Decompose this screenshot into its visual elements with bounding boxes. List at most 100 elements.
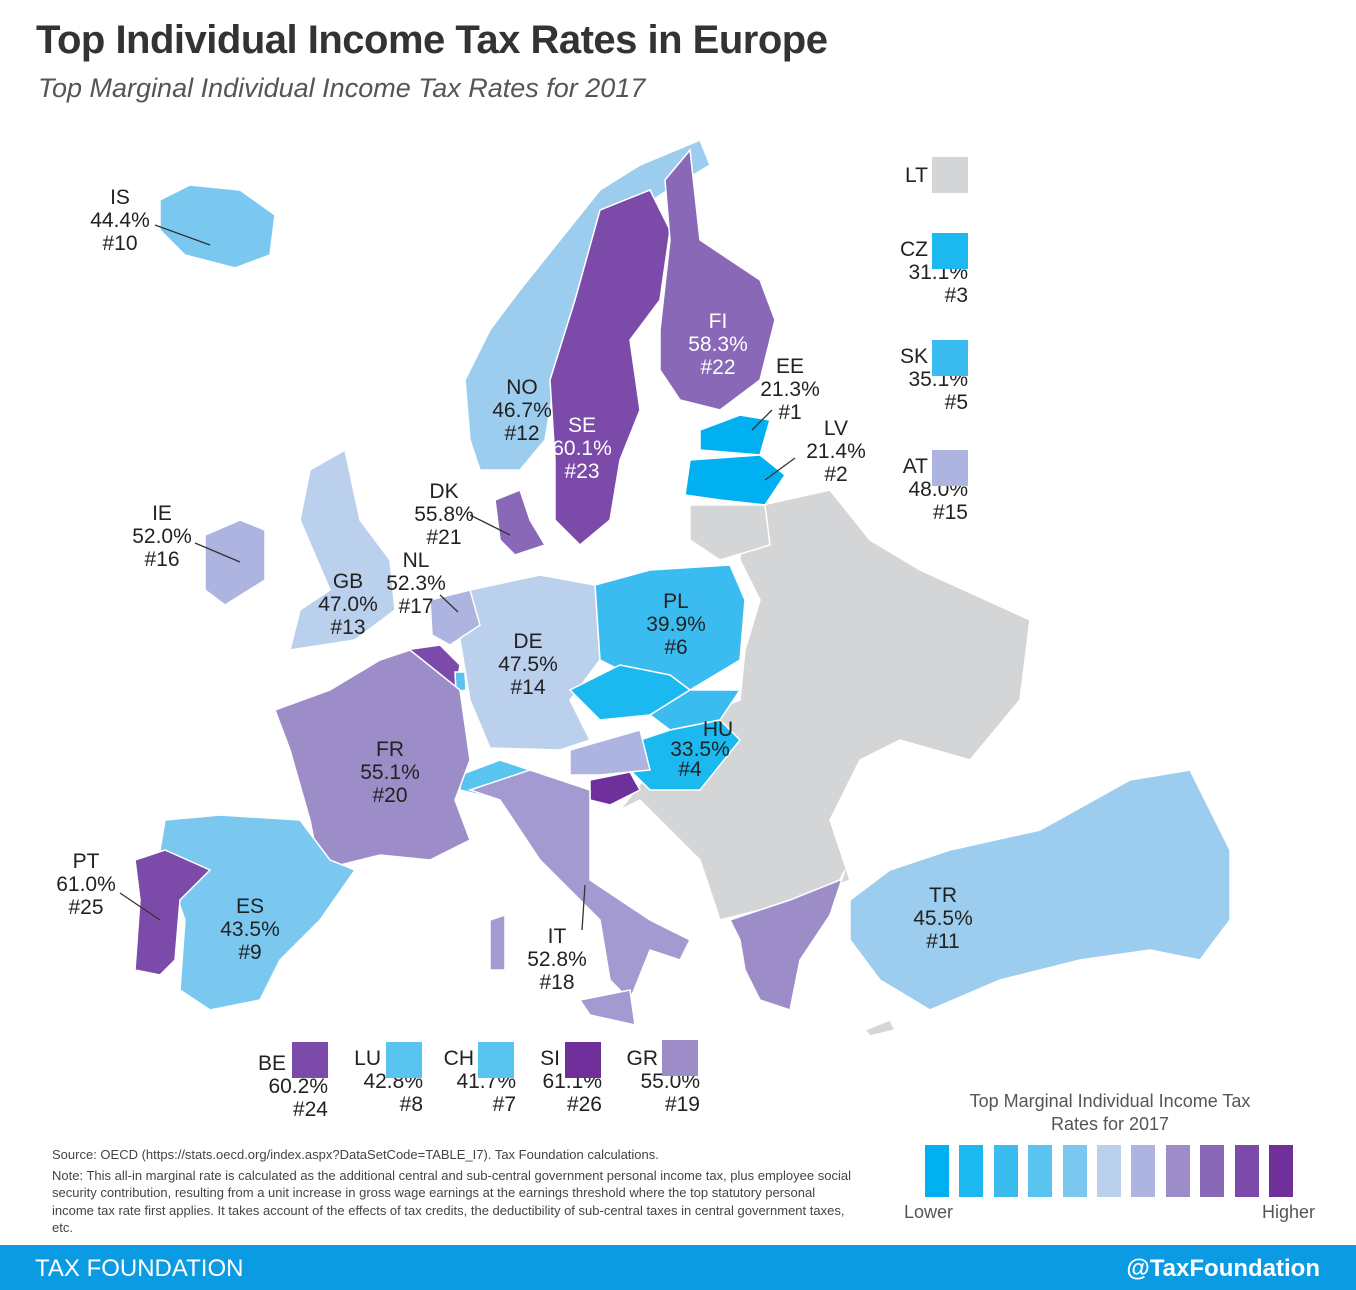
label-FI: FI 58.3% #22 xyxy=(688,310,748,379)
country-PL[interactable] xyxy=(594,564,746,691)
country-EE[interactable] xyxy=(699,414,771,456)
callout-BE: BE 60.2% #24 xyxy=(220,1052,328,1121)
country-code: IT xyxy=(547,925,567,948)
tax-rate: 52.3% xyxy=(386,572,446,595)
tax-rate: 43.5% xyxy=(220,918,280,941)
country-GB[interactable] xyxy=(288,448,396,651)
tax-rate: 39.9% xyxy=(646,613,706,636)
tax-rate: 55.1% xyxy=(360,761,420,784)
country-IT[interactable] xyxy=(467,769,692,1002)
rank: #1 xyxy=(778,401,802,424)
country-IT-sicily[interactable] xyxy=(578,989,636,1026)
scale-swatch xyxy=(925,1145,949,1197)
footer-handle[interactable]: @TaxFoundation xyxy=(1126,1255,1320,1282)
country-code: HU xyxy=(702,718,734,741)
country-code: NO xyxy=(506,376,538,399)
tax-rate: 46.7% xyxy=(492,399,552,422)
label-ES: ES 43.5% #9 xyxy=(220,895,280,964)
rank: #6 xyxy=(664,636,688,659)
country-GR[interactable] xyxy=(728,869,846,1011)
country-code: FI xyxy=(708,310,728,333)
scale-swatch xyxy=(1234,1145,1259,1197)
tax-rate: 33.5% xyxy=(670,738,730,761)
tax-rate: 21.4% xyxy=(806,440,866,463)
country-code: EE xyxy=(775,355,805,378)
scale-swatch xyxy=(1097,1145,1121,1197)
rank: #8 xyxy=(399,1093,423,1116)
rank: #22 xyxy=(700,356,736,379)
swatch-AT xyxy=(932,450,968,486)
country-LU[interactable] xyxy=(454,671,467,693)
rank: #17 xyxy=(398,595,434,618)
rank: #4 xyxy=(678,758,702,781)
europe-map xyxy=(119,139,1231,1037)
rank: #25 xyxy=(68,896,104,919)
country-code: PL xyxy=(663,590,689,613)
scale-swatch xyxy=(1028,1145,1053,1197)
country-FR[interactable] xyxy=(274,649,471,871)
country-DK[interactable] xyxy=(494,489,547,556)
country-IT-sardinia[interactable] xyxy=(489,913,506,971)
label-NO: NO 46.7% #12 xyxy=(492,376,552,445)
country-NL[interactable] xyxy=(429,589,481,646)
swatch-SK xyxy=(932,340,968,376)
callout-LU: LU 42.8% #8 xyxy=(315,1047,423,1116)
label-NL: NL 52.3% #17 xyxy=(386,549,446,618)
label-IE: IE 52.0% #16 xyxy=(132,502,192,571)
tax-rate: 47.0% xyxy=(318,593,378,616)
country-IS[interactable] xyxy=(159,184,276,269)
country-code: DE xyxy=(513,630,543,653)
country-FI[interactable] xyxy=(659,148,776,411)
tax-rate: 55.8% xyxy=(414,503,474,526)
label-DK: DK 55.8% #21 xyxy=(414,480,474,549)
label-PL: PL 39.9% #6 xyxy=(646,590,706,659)
country-code: LV xyxy=(823,417,849,440)
callout-CZ: CZ 31.1% #3 xyxy=(860,238,968,307)
label-FR: FR 55.1% #20 xyxy=(360,738,420,807)
rank: #3 xyxy=(944,284,968,307)
rank: #13 xyxy=(330,616,366,639)
country-code: GR xyxy=(626,1047,659,1070)
country-LV[interactable] xyxy=(684,454,787,506)
country-code: NL xyxy=(402,549,430,572)
label-LV: LV 21.4% #2 xyxy=(806,417,866,486)
label-IS: IS 44.4% #10 xyxy=(90,186,150,255)
tax-rate: 52.8% xyxy=(527,948,587,971)
scale-swatch xyxy=(959,1145,984,1197)
country-LT[interactable] xyxy=(689,504,771,561)
legend-higher-label: Higher xyxy=(1262,1202,1316,1222)
tax-rate: 44.4% xyxy=(90,209,150,232)
country-HU[interactable] xyxy=(629,719,742,791)
label-GB: GB 47.0% #13 xyxy=(318,570,378,639)
rank: #11 xyxy=(926,930,960,953)
swatch-CH xyxy=(478,1042,514,1078)
country-SE[interactable] xyxy=(549,189,671,547)
country-DE[interactable] xyxy=(459,574,601,751)
country-PT[interactable] xyxy=(134,849,212,976)
country-ES[interactable] xyxy=(159,814,357,1011)
country-TR[interactable] xyxy=(849,769,1231,1011)
swatch-LU xyxy=(386,1042,422,1078)
tax-rate: 21.3% xyxy=(760,378,820,401)
country-IE[interactable] xyxy=(204,519,266,606)
country-code: TR xyxy=(928,884,957,907)
country-code: CH xyxy=(443,1047,474,1070)
tax-rate: 58.3% xyxy=(688,333,748,356)
country-code: ES xyxy=(235,895,265,918)
swatch-BE xyxy=(292,1042,328,1078)
country-code: IE xyxy=(152,502,172,525)
rank: #7 xyxy=(492,1093,516,1116)
country-code: PT xyxy=(72,850,100,873)
rank: #19 xyxy=(664,1093,700,1116)
rank: #20 xyxy=(372,784,408,807)
note-text: Note: This all-in marginal rate is calcu… xyxy=(52,1167,851,1236)
page-title: Top Individual Income Tax Rates in Europ… xyxy=(36,18,828,62)
rank: #15 xyxy=(932,501,968,524)
country-code: FR xyxy=(375,738,404,761)
country-code: CZ xyxy=(900,238,928,261)
rank: #12 xyxy=(504,422,540,445)
rank: #9 xyxy=(238,941,262,964)
tax-rate: 45.5% xyxy=(913,907,973,930)
scale-swatch xyxy=(993,1145,1018,1197)
